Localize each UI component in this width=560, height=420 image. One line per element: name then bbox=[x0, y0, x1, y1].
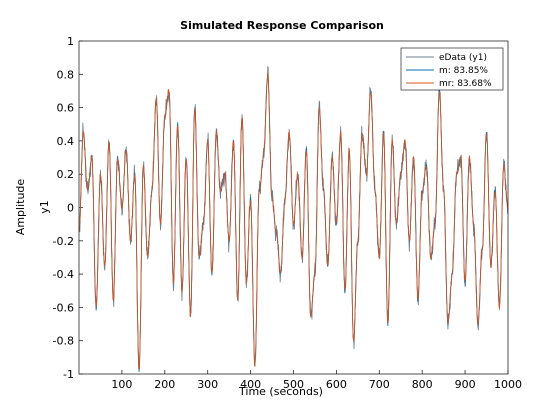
plot-background bbox=[79, 41, 508, 374]
y-tick-label: 1 bbox=[67, 35, 74, 48]
x-tick-label: 1000 bbox=[494, 378, 522, 391]
y-tick-label: 0 bbox=[67, 202, 74, 215]
legend[interactable]: eData (y1) m: 83.85% mr: 83.68% bbox=[400, 47, 504, 91]
y-tick-label: 0.4 bbox=[57, 135, 75, 148]
x-tick-label: 600 bbox=[326, 378, 347, 391]
x-tick-label: 200 bbox=[154, 378, 175, 391]
x-tick-label: 700 bbox=[369, 378, 390, 391]
x-tick-label: 800 bbox=[412, 378, 433, 391]
x-tick-label: 300 bbox=[197, 378, 218, 391]
y-axis-label: Amplitude bbox=[14, 179, 27, 236]
legend-label-m: m: 83.85% bbox=[439, 66, 488, 76]
x-tick-label: 100 bbox=[111, 378, 132, 391]
x-tick-label: 400 bbox=[240, 378, 261, 391]
y-tick-label: -0.6 bbox=[53, 301, 74, 314]
x-axis-label: Time (seconds) bbox=[238, 385, 323, 398]
y-tick-label: 0.6 bbox=[57, 102, 75, 115]
y-tick-label: -0.4 bbox=[53, 268, 74, 281]
legend-label-mr: mr: 83.68% bbox=[439, 79, 492, 89]
y-tick-label: -1 bbox=[63, 368, 74, 381]
y-tick-label: -0.8 bbox=[53, 335, 74, 348]
channel-label: y1 bbox=[38, 200, 51, 214]
y-tick-label: 0.2 bbox=[57, 168, 75, 181]
axes-box bbox=[78, 40, 509, 375]
y-tick-label: -0.2 bbox=[53, 235, 74, 248]
legend-label-edata: eData (y1) bbox=[439, 53, 487, 63]
plot-area: 100 200 300 400 500 600 700 800 900 1000 -1 -0.8 -0.… bbox=[53, 35, 522, 391]
chart-title: Simulated Response Comparison bbox=[180, 19, 384, 32]
x-tick-label: 500 bbox=[283, 378, 304, 391]
x-tick-label: 900 bbox=[455, 378, 476, 391]
series-lines bbox=[78, 66, 509, 373]
y-tick-label: 0.8 bbox=[57, 68, 75, 81]
series-line-2 bbox=[78, 73, 509, 371]
axis-ticks: 100 200 300 400 500 600 700 800 900 1000 -1 -0.8 -0.… bbox=[53, 35, 522, 391]
